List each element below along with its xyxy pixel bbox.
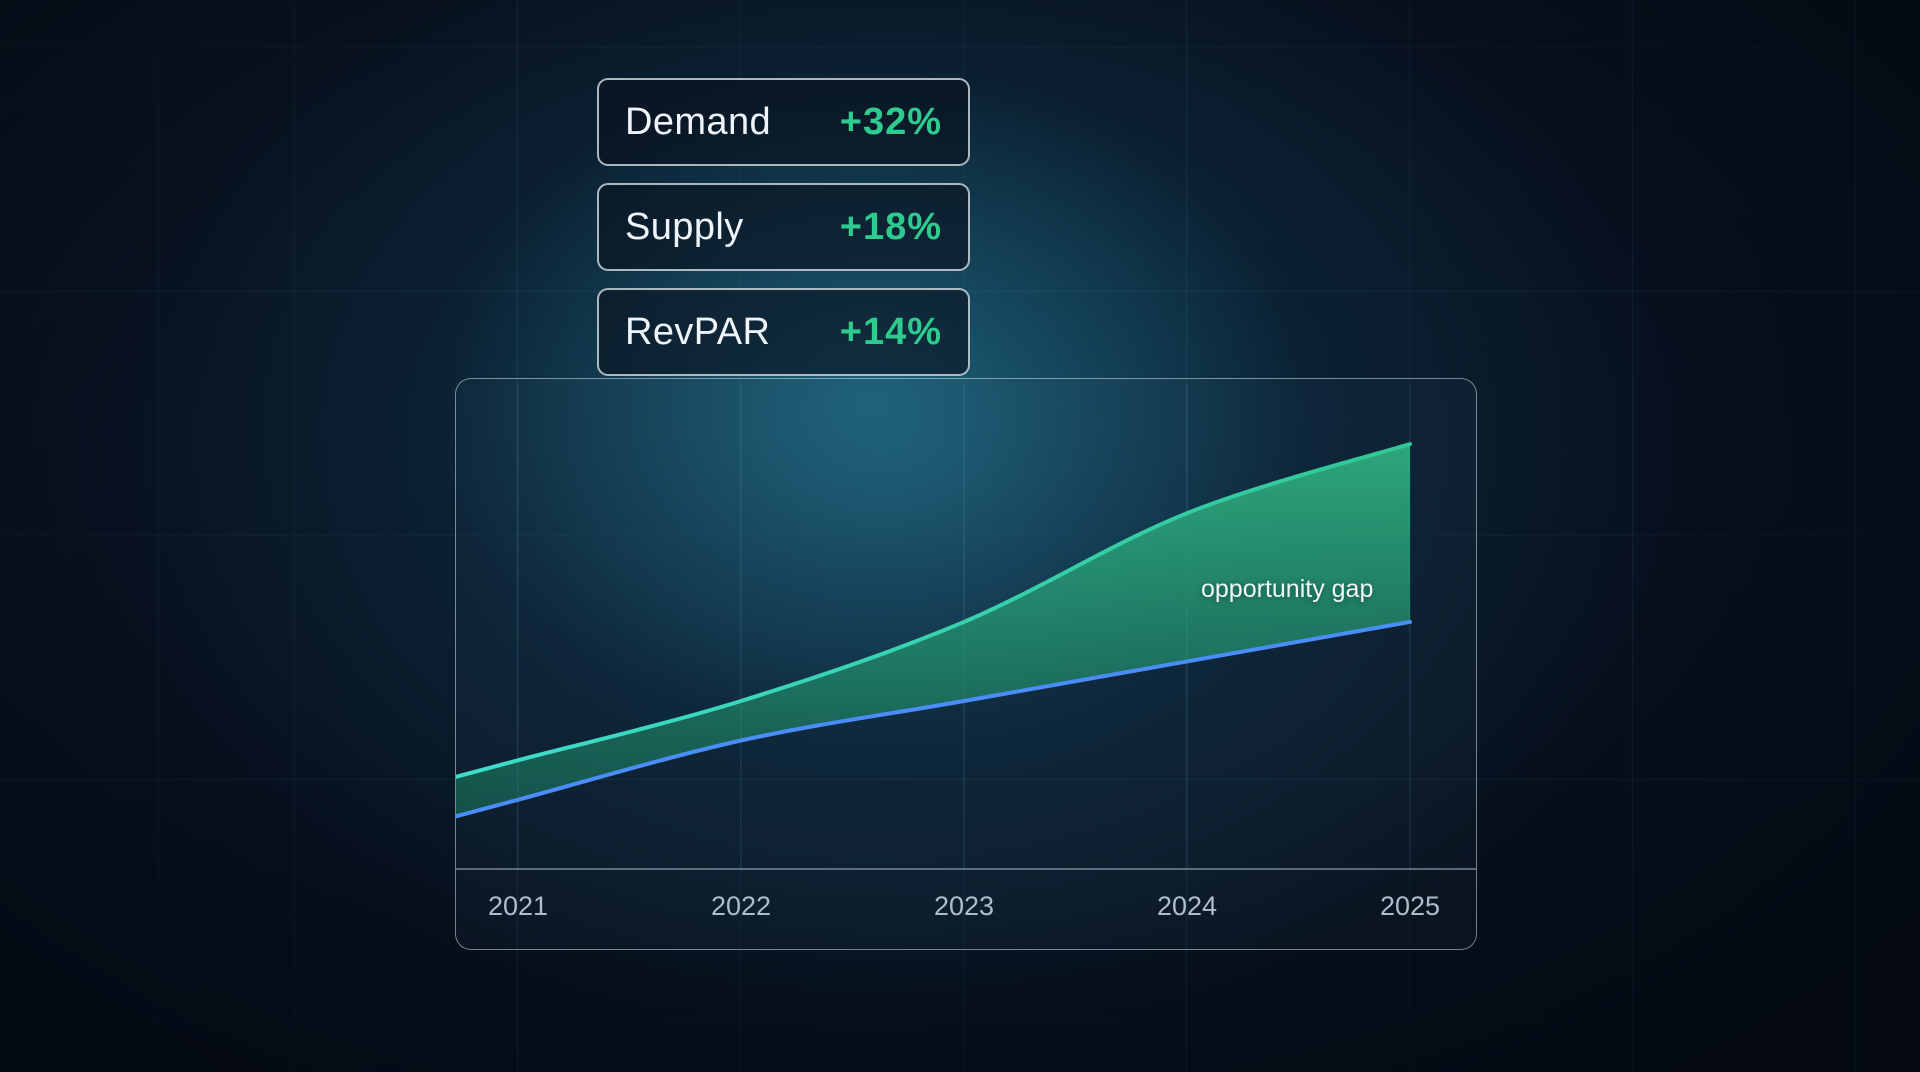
stat-card-value: +18%	[839, 205, 942, 248]
x-axis-label: 2023	[933, 891, 995, 921]
stat-card-label: RevPAR	[625, 310, 771, 353]
stat-card-value: +32%	[839, 100, 942, 143]
stat-card-demand: Demand +32%	[597, 78, 970, 166]
x-axis-labels: 2021 2022 2023 2024 2025	[456, 891, 1476, 931]
x-axis-label: 2024	[1156, 891, 1218, 921]
x-axis-label: 2025	[1379, 891, 1441, 921]
chart-svg	[456, 385, 1476, 870]
opportunity-gap-label: opportunity gap	[1201, 575, 1374, 603]
stat-card-revpar: RevPAR +14%	[597, 288, 970, 376]
stat-cards: Demand +32% Supply +18% RevPAR +14%	[597, 78, 970, 376]
x-axis-label: 2022	[710, 891, 772, 921]
chart-panel: 2021 2022 2023 2024 2025 opportunity gap	[455, 378, 1477, 950]
stat-card-label: Demand	[625, 100, 772, 143]
stat-card-value: +14%	[839, 310, 942, 353]
x-axis-label: 2021	[487, 891, 549, 921]
stat-card-label: Supply	[625, 205, 744, 248]
stat-card-supply: Supply +18%	[597, 183, 970, 271]
